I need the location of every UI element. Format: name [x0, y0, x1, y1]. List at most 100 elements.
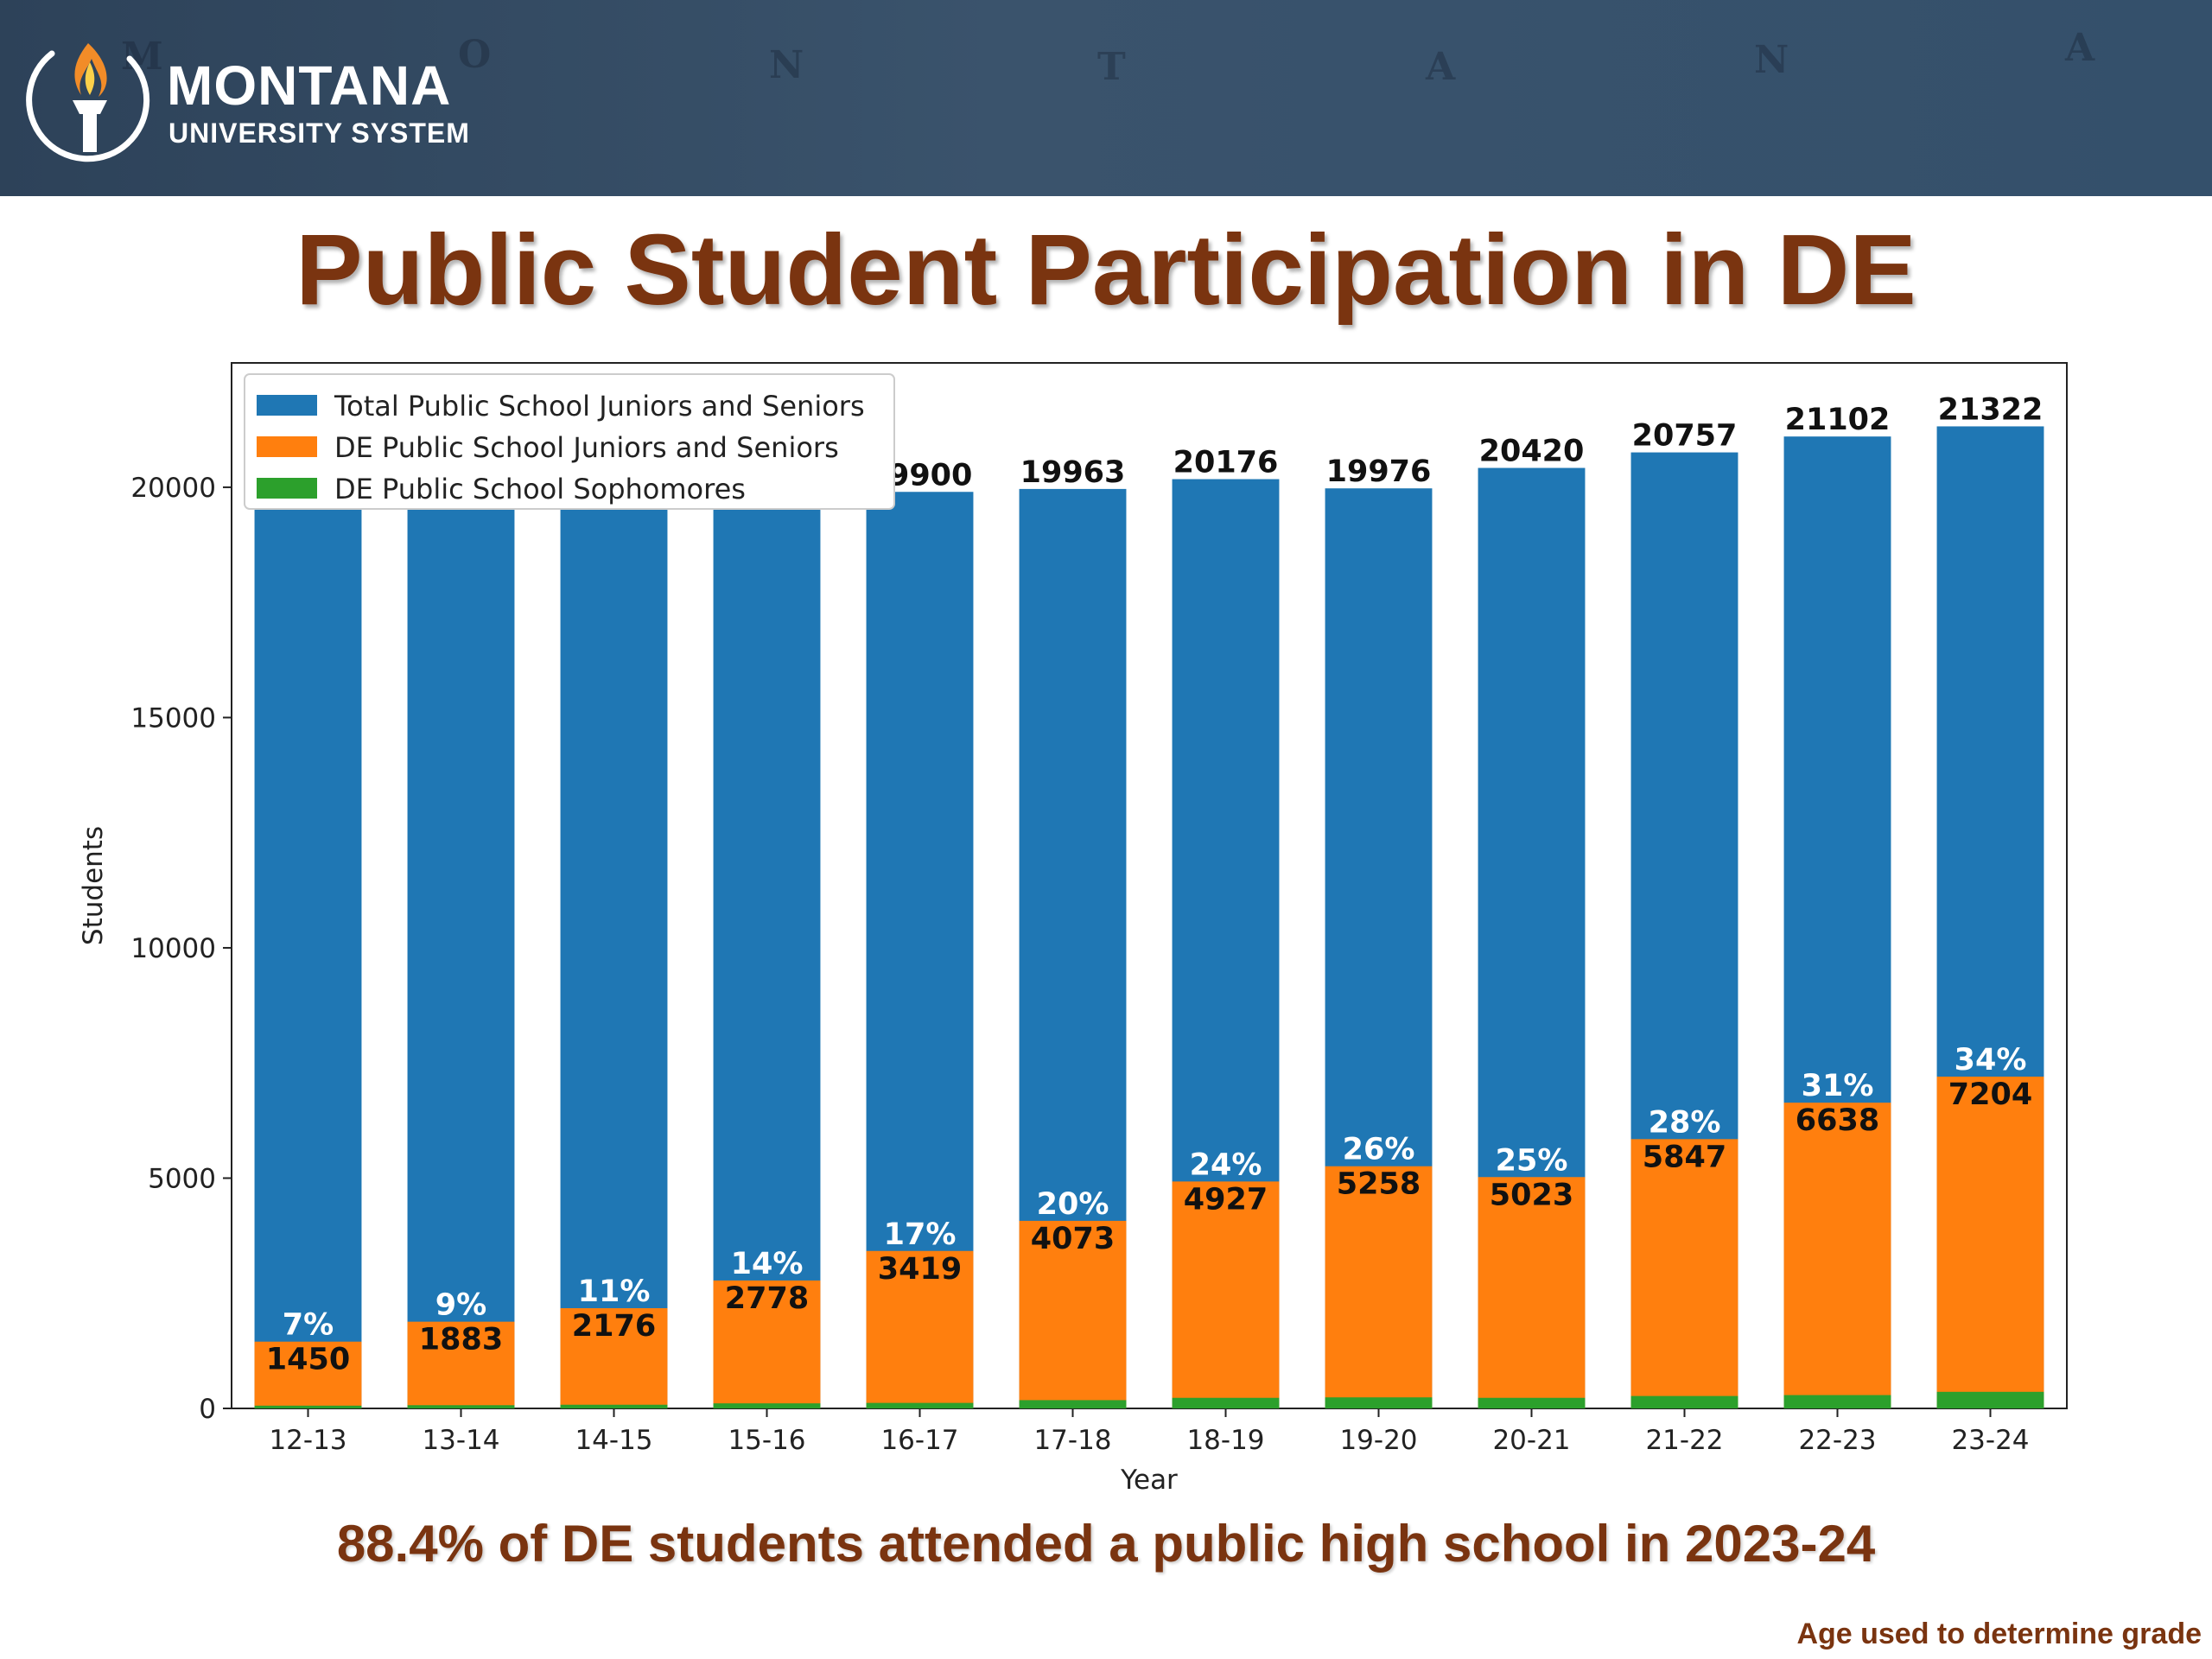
logo-subtitle: UNIVERSITY SYSTEM [168, 118, 470, 149]
bar-de-sophomores [560, 1404, 668, 1408]
bar-de-sophomores [254, 1405, 362, 1408]
legend-swatch [257, 395, 317, 416]
bar-de-juniors-seniors [560, 1308, 668, 1408]
de-value-label: 6638 [1796, 1103, 1879, 1138]
de-value-label: 2778 [725, 1281, 809, 1316]
torch-logo-icon [26, 43, 150, 162]
percent-label: 14% [731, 1247, 804, 1281]
percent-label: 24% [1190, 1147, 1262, 1182]
legend-swatch [257, 478, 317, 499]
corner-note: Age used to determine grade [1796, 1618, 2202, 1650]
bar-de-juniors-seniors [254, 1341, 362, 1408]
percent-label: 17% [884, 1217, 957, 1252]
bar-de-juniors-seniors [1172, 1181, 1280, 1408]
bar-total [713, 484, 821, 1408]
x-tick-label: 20-21 [1492, 1425, 1570, 1456]
legend-box [244, 373, 895, 510]
de-value-label: 5258 [1337, 1167, 1421, 1202]
y-tick-label: 0 [199, 1394, 216, 1425]
bar-de-sophomores [1630, 1395, 1738, 1408]
bar-de-juniors-seniors [1019, 1220, 1127, 1408]
bar-de-sophomores [1478, 1397, 1586, 1408]
bar-total [407, 479, 515, 1408]
legend-label: Total Public School Juniors and Seniors [334, 390, 865, 423]
bar-de-juniors-seniors [407, 1321, 515, 1408]
de-value-label: 2176 [572, 1309, 656, 1344]
footnote: 88.4% of DE students attended a public h… [336, 1515, 1876, 1573]
de-value-label: 1883 [419, 1323, 503, 1357]
percent-label: 9% [435, 1288, 486, 1323]
y-tick-label: 10000 [130, 933, 216, 964]
y-tick-label: 15000 [130, 702, 216, 734]
map-letter: N [769, 43, 804, 87]
total-value-label: 20420 [1479, 435, 1585, 469]
percent-label: 20% [1037, 1187, 1109, 1222]
bar-total [254, 480, 362, 1408]
x-tick-label: 21-22 [1645, 1425, 1723, 1456]
legend-label: DE Public School Juniors and Seniors [334, 431, 839, 464]
percent-label: 7% [283, 1308, 334, 1343]
map-letter: T [1097, 45, 1126, 89]
bar-de-sophomores [1936, 1391, 2044, 1408]
total-value-label: 20757 [1632, 419, 1738, 454]
bar-de-sophomores [866, 1402, 974, 1408]
map-letter: N [1754, 38, 1789, 82]
x-tick-label: 17-18 [1033, 1425, 1111, 1456]
de-value-label: 7204 [1948, 1077, 2032, 1112]
legend-label: DE Public School Sophomores [334, 473, 746, 505]
y-tick-label: 20000 [130, 473, 216, 504]
de-value-label: 5023 [1490, 1178, 1573, 1212]
bar-de-juniors-seniors [1936, 1076, 2044, 1408]
de-value-label: 4073 [1031, 1222, 1115, 1256]
bar-de-sophomores [1019, 1400, 1127, 1408]
x-tick-label: 22-23 [1798, 1425, 1876, 1456]
bar-de-juniors-seniors [1325, 1166, 1433, 1408]
percent-label: 34% [1955, 1043, 2027, 1077]
percent-label: 31% [1802, 1069, 1874, 1103]
x-tick-label: 13-14 [422, 1425, 499, 1456]
de-value-label: 1450 [266, 1343, 350, 1377]
map-letter: A [2065, 26, 2095, 70]
de-value-label: 4927 [1184, 1182, 1268, 1217]
bar-de-juniors-seniors [1630, 1139, 1738, 1408]
percent-label: 28% [1649, 1105, 1721, 1140]
de-value-label: 5847 [1643, 1140, 1726, 1174]
x-tick-label: 18-19 [1186, 1425, 1264, 1456]
total-value-label: 19976 [1326, 454, 1432, 489]
logo-title: MONTANA [167, 54, 452, 117]
bar-de-sophomores [1325, 1397, 1433, 1408]
header-banner: M O N T A N A MONTANA UNIVERSITY SYSTEM [0, 0, 2212, 196]
x-tick-label: 16-17 [880, 1425, 958, 1456]
bar-de-juniors-seniors [713, 1280, 821, 1408]
x-tick-label: 23-24 [1951, 1425, 2029, 1456]
legend-swatch [257, 436, 317, 457]
x-axis-label: Year [1120, 1465, 1178, 1496]
percent-label: 11% [578, 1274, 651, 1309]
map-letter: O [458, 33, 492, 77]
x-tick-label: 15-16 [728, 1425, 805, 1456]
de-value-label: 3419 [878, 1252, 962, 1287]
total-value-label: 21322 [1938, 392, 2044, 427]
y-axis-label: Students [78, 826, 109, 945]
plot-frame [231, 362, 2068, 1409]
percent-label: 25% [1496, 1143, 1568, 1178]
x-tick-label: 19-20 [1339, 1425, 1417, 1456]
bar-total [560, 483, 668, 1408]
bar-de-sophomores [1783, 1395, 1891, 1408]
total-value-label: 21102 [1785, 403, 1891, 437]
x-tick-label: 12-13 [269, 1425, 346, 1456]
bar-de-juniors-seniors [1783, 1103, 1891, 1408]
percent-label: 26% [1343, 1133, 1415, 1167]
page-title: Public Student Participation in DE [296, 213, 1916, 326]
bar-de-sophomores [1172, 1397, 1280, 1408]
x-tick-label: 14-15 [575, 1425, 652, 1456]
bar-de-juniors-seniors [1478, 1177, 1586, 1408]
bar-de-sophomores [407, 1405, 515, 1408]
total-value-label: 20176 [1173, 446, 1279, 480]
map-letter: A [1426, 45, 1456, 89]
bar-de-sophomores [713, 1403, 821, 1408]
bar-de-juniors-seniors [866, 1250, 974, 1408]
y-tick-label: 5000 [148, 1163, 216, 1194]
total-value-label: 19963 [1020, 455, 1126, 490]
